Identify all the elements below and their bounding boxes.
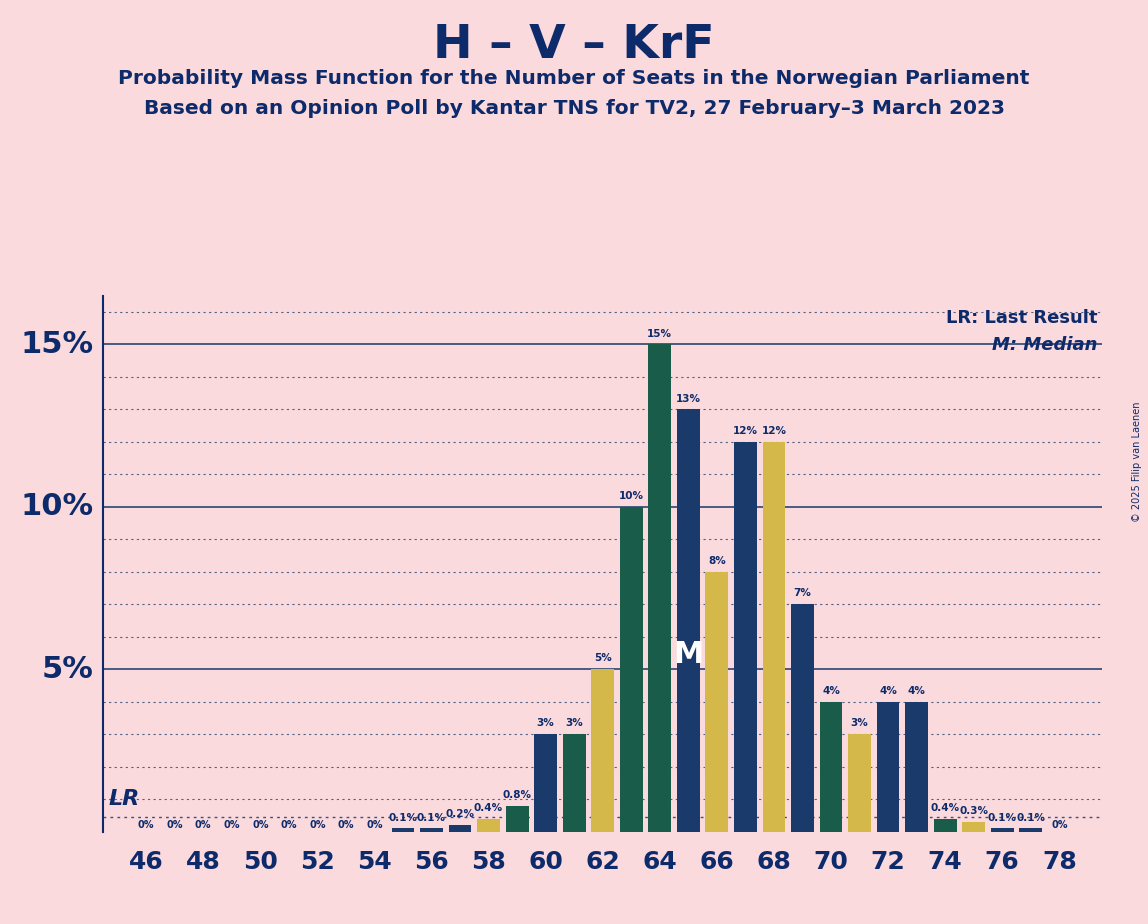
Bar (991, 828, 1014, 832)
Text: 0%: 0% (280, 820, 297, 830)
Text: M: Median: M: Median (992, 336, 1097, 354)
Bar (420, 828, 443, 832)
Text: 12%: 12% (732, 426, 758, 436)
Text: 12%: 12% (761, 426, 786, 436)
Text: Probability Mass Function for the Number of Seats in the Norwegian Parliament: Probability Mass Function for the Number… (118, 69, 1030, 89)
Text: 0.1%: 0.1% (388, 812, 418, 822)
Text: H – V – KrF: H – V – KrF (433, 23, 715, 68)
Text: 0%: 0% (166, 820, 183, 830)
Bar (534, 735, 557, 832)
Text: 5%: 5% (594, 653, 612, 663)
Bar (1019, 828, 1042, 832)
Text: Based on an Opinion Poll by Kantar TNS for TV2, 27 February–3 March 2023: Based on an Opinion Poll by Kantar TNS f… (144, 99, 1004, 118)
Text: 10%: 10% (21, 492, 93, 521)
Bar (620, 506, 643, 832)
Bar (791, 604, 814, 832)
Text: 15%: 15% (21, 330, 93, 359)
Text: 5%: 5% (41, 655, 93, 684)
Text: 13%: 13% (676, 394, 700, 404)
Text: LR: LR (109, 789, 140, 808)
Text: 0%: 0% (366, 820, 382, 830)
Bar (449, 825, 472, 832)
Text: 0%: 0% (138, 820, 154, 830)
Text: 0.4%: 0.4% (931, 803, 960, 813)
Text: 0.4%: 0.4% (474, 803, 503, 813)
Text: 10%: 10% (619, 491, 644, 501)
Text: M: M (673, 639, 704, 669)
Text: 0%: 0% (195, 820, 211, 830)
Bar (848, 735, 871, 832)
Text: 4%: 4% (879, 686, 897, 696)
Bar (677, 409, 700, 832)
Text: 0.1%: 0.1% (417, 812, 445, 822)
Bar (905, 701, 928, 832)
Text: 0%: 0% (224, 820, 240, 830)
Text: 3%: 3% (537, 718, 554, 728)
Text: 0.3%: 0.3% (960, 806, 988, 816)
Text: 0%: 0% (309, 820, 326, 830)
Bar (505, 806, 528, 832)
Text: 0%: 0% (253, 820, 269, 830)
Text: 3%: 3% (565, 718, 583, 728)
Bar (591, 669, 614, 832)
Bar (391, 828, 414, 832)
Text: 15%: 15% (647, 329, 673, 338)
Text: 0.1%: 0.1% (1016, 812, 1045, 822)
Text: LR: Last Result: LR: Last Result (946, 310, 1097, 327)
Text: 0.2%: 0.2% (445, 809, 474, 820)
Text: 4%: 4% (908, 686, 925, 696)
Text: 3%: 3% (851, 718, 868, 728)
Text: 8%: 8% (708, 556, 726, 565)
Bar (820, 701, 843, 832)
Bar (962, 821, 985, 832)
Text: 0%: 0% (1052, 820, 1068, 830)
Bar (734, 442, 757, 832)
Text: 7%: 7% (793, 589, 812, 599)
Bar (933, 819, 956, 832)
Bar (478, 819, 501, 832)
Bar (762, 442, 785, 832)
Text: © 2025 Filip van Laenen: © 2025 Filip van Laenen (1132, 402, 1142, 522)
Bar (649, 345, 672, 832)
Bar (563, 735, 585, 832)
Text: 0.8%: 0.8% (503, 790, 532, 800)
Bar (877, 701, 900, 832)
Text: 4%: 4% (822, 686, 840, 696)
Text: 0.1%: 0.1% (987, 812, 1017, 822)
Text: 0%: 0% (338, 820, 354, 830)
Bar (705, 572, 728, 832)
